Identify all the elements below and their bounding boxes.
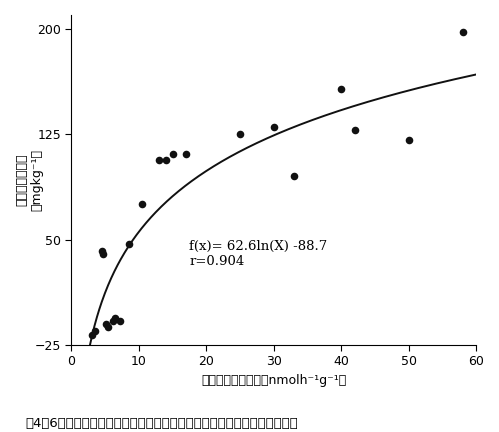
Point	[104, 323, 112, 330]
Text: f(x)= 62.6ln(X) -88.7
r=0.904: f(x)= 62.6ln(X) -88.7 r=0.904	[190, 240, 328, 267]
Point	[91, 327, 99, 334]
Text: 围4　6月のアセチレン還元能と水稲作付期間中の土壌窒素富化量との関係: 围4 6月のアセチレン還元能と水稲作付期間中の土壌窒素富化量との関係	[25, 417, 298, 430]
Point	[138, 201, 146, 208]
Point	[459, 29, 467, 35]
Point	[405, 137, 413, 143]
Point	[98, 247, 106, 254]
Point	[290, 173, 298, 180]
Point	[236, 131, 244, 138]
X-axis label: アセチレン還元能（nmolh⁻¹g⁻¹）: アセチレン還元能（nmolh⁻¹g⁻¹）	[201, 374, 346, 387]
Point	[88, 331, 96, 338]
Point	[182, 150, 190, 157]
Point	[125, 240, 133, 247]
Point	[155, 156, 163, 163]
Point	[162, 156, 170, 163]
Point	[109, 318, 117, 324]
Point	[102, 320, 110, 327]
Point	[99, 250, 107, 257]
Point	[116, 318, 124, 324]
Y-axis label: 土壌窒素富化量
（mgkg⁻¹）: 土壌窒素富化量 （mgkg⁻¹）	[15, 149, 43, 211]
Point	[111, 314, 119, 321]
Point	[169, 150, 177, 157]
Point	[351, 127, 359, 133]
Point	[270, 124, 278, 131]
Point	[337, 86, 345, 93]
